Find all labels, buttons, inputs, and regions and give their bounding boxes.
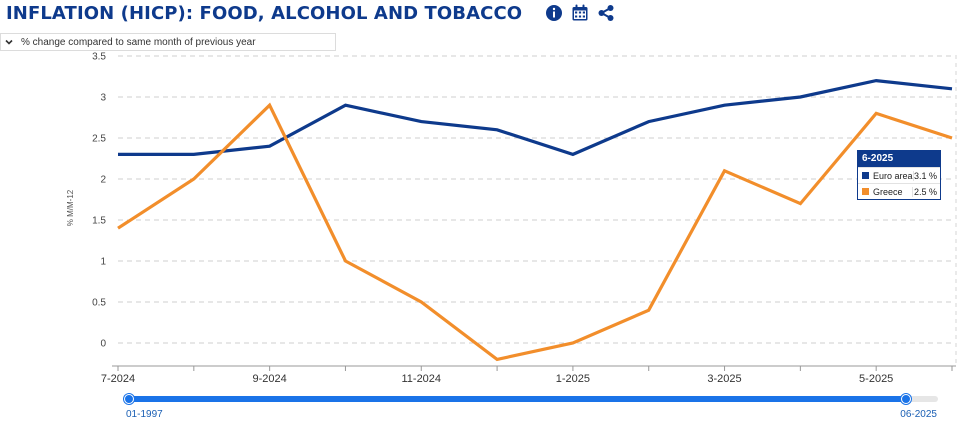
measure-dropdown[interactable]: % change compared to same month of previ… — [0, 33, 336, 51]
chevron-down-icon — [1, 37, 17, 47]
calendar-icon[interactable] — [570, 3, 590, 23]
tooltip-row-greece: Greece 2.5 % — [858, 183, 940, 199]
chart-header: INFLATION (HICP): FOOD, ALCOHOL AND TOBA… — [6, 0, 616, 26]
x-tick-label: 3-2025 — [707, 373, 741, 385]
slider-fill — [128, 396, 906, 402]
header-icons — [544, 3, 616, 23]
tooltip-series-name: Greece — [873, 186, 903, 197]
x-tick-label: 7-2024 — [101, 373, 135, 385]
y-tick-label: 3.5 — [92, 52, 106, 63]
share-icon[interactable] — [596, 3, 616, 23]
tooltip-series-name: Euro area — [873, 170, 913, 181]
series-line-greece[interactable] — [117, 102, 953, 362]
slider-start-handle[interactable] — [124, 394, 134, 404]
y-tick-label: 2.5 — [92, 134, 106, 145]
tooltip-row-euro-area: Euro area 3.1 % — [858, 167, 940, 183]
x-tick-label: 1-2025 — [556, 373, 590, 385]
y-tick-label: 1 — [100, 257, 106, 268]
y-axis-label: % M/M-12 — [66, 189, 75, 226]
y-tick-label: 1.5 — [92, 216, 106, 227]
tooltip-swatch-greece — [862, 188, 869, 195]
y-tick-label: 2 — [100, 175, 106, 186]
x-tick-label: 11-2024 — [401, 373, 441, 385]
y-tick-label: 0 — [100, 339, 106, 350]
series-line-euro-area[interactable] — [118, 78, 953, 157]
tooltip-series-value: 3.1 % — [912, 170, 940, 181]
tooltip-series-value: 2.5 % — [912, 186, 940, 197]
measure-dropdown-label: % change compared to same month of previ… — [21, 36, 256, 48]
y-tick-label: 0.5 — [92, 298, 106, 309]
y-tick-label: 3 — [100, 93, 106, 104]
slider-start-label: 01-1997 — [126, 409, 163, 420]
info-icon[interactable] — [544, 3, 564, 23]
chart-tooltip: 6-2025 Euro area 3.1 % Greece 2.5 % — [857, 150, 941, 200]
tooltip-swatch-euro-area — [862, 172, 869, 179]
slider-end-label: 06-2025 — [900, 409, 937, 420]
chart-title: INFLATION (HICP): FOOD, ALCOHOL AND TOBA… — [6, 2, 523, 24]
time-range-slider[interactable] — [124, 394, 938, 404]
slider-end-handle[interactable] — [900, 394, 911, 404]
x-tick-label: 9-2024 — [253, 373, 287, 385]
tooltip-title: 6-2025 — [858, 151, 940, 167]
x-tick-label: 5-2025 — [859, 373, 893, 385]
